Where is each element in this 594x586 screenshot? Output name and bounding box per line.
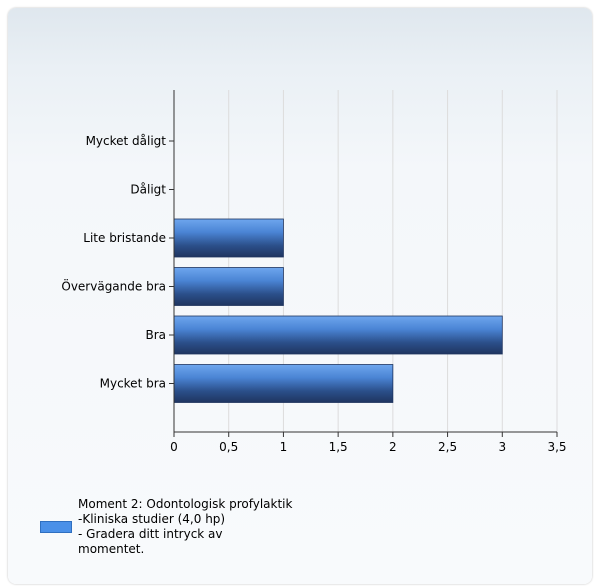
y-tick-label: Mycket dåligt <box>86 134 167 148</box>
legend-swatch <box>40 521 72 533</box>
bar <box>173 267 284 306</box>
x-tick-label: 0 <box>170 440 178 454</box>
y-tick-label: Dåligt <box>130 183 166 197</box>
bar <box>173 364 394 403</box>
bar <box>173 218 284 258</box>
bars <box>173 218 503 403</box>
y-tick-label: Bra <box>145 328 166 342</box>
x-tick-label: 2 <box>389 440 397 454</box>
legend-label: Moment 2: Odontologisk profylaktik -Klin… <box>78 497 293 556</box>
y-tick-label: Lite bristande <box>83 231 166 245</box>
chart-panel <box>8 8 592 584</box>
y-tick-label: Mycket bra <box>100 377 166 391</box>
bar <box>173 315 503 355</box>
y-tick-label: Övervägande bra <box>61 278 166 294</box>
x-tick-label: 3 <box>498 440 506 454</box>
x-tick-label: 3,5 <box>547 440 566 454</box>
axes <box>169 90 558 437</box>
grid-lines <box>228 90 558 432</box>
legend: Moment 2: Odontologisk profylaktik -Klin… <box>40 497 318 557</box>
x-tick-label: 1 <box>280 440 288 454</box>
x-tick-label: 1,5 <box>329 440 348 454</box>
axis-labels: 0 0,5 1 1,5 2 2,5 3 3,5 Mycket dåligt Dåligt Lite … <box>61 134 566 454</box>
x-tick-label: 0,5 <box>219 440 238 454</box>
x-tick-label: 2,5 <box>438 440 457 454</box>
